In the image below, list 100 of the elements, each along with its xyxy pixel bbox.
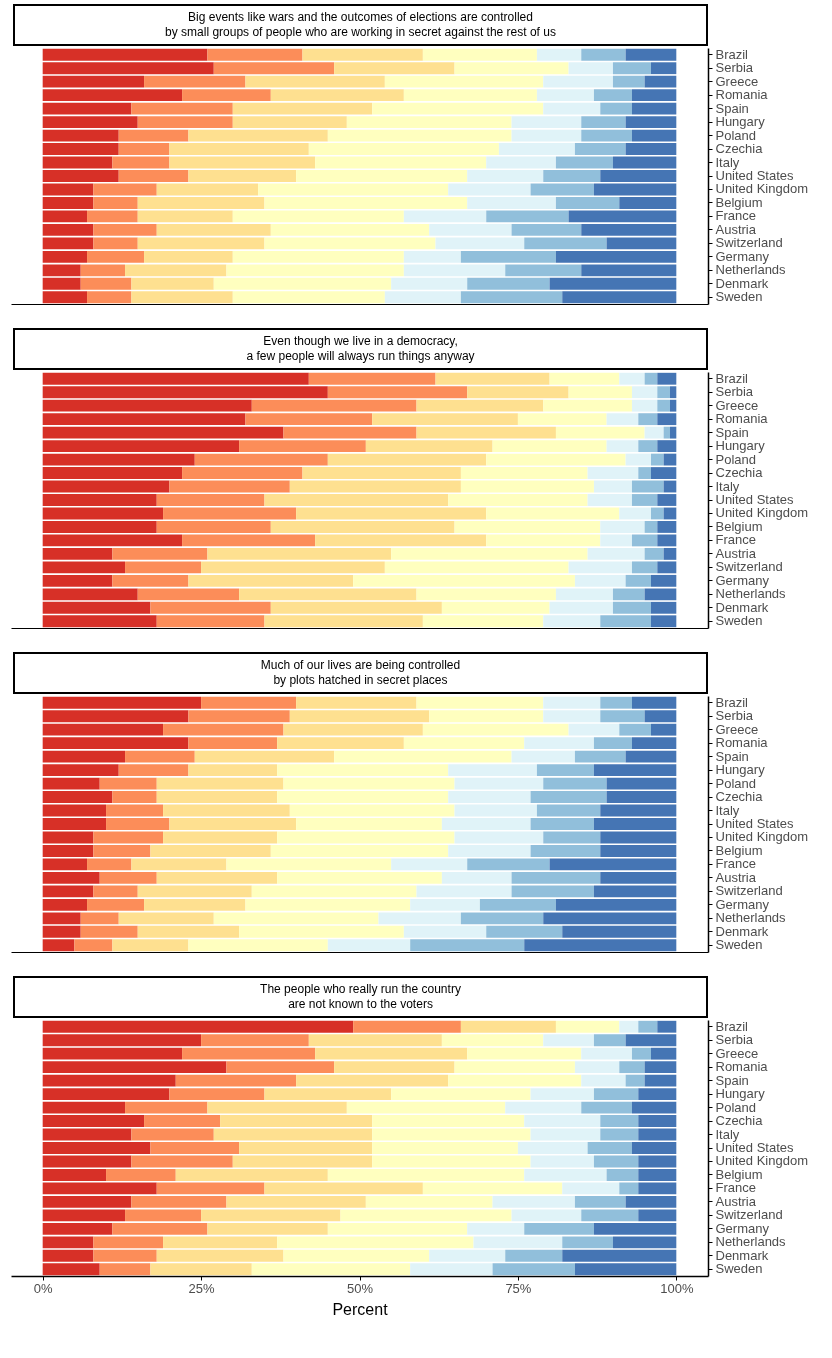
y-tick-label: Austria [715, 545, 757, 561]
bar [156, 494, 265, 506]
bar [42, 480, 170, 493]
bar [169, 480, 290, 493]
bar [42, 1142, 151, 1154]
bar [619, 507, 651, 520]
bar [112, 156, 170, 169]
y-tick-label: Switzerland [715, 1207, 783, 1223]
y-tick-label: Germany [715, 572, 770, 588]
chart-title: Big events like wars and the outcomes of elections are controlled by small groups of people who are working in secret against the rest of us [13, 4, 708, 46]
y-tick-label: Czechia [715, 789, 764, 805]
bar [650, 453, 664, 466]
y-tick-label: Italy [715, 1126, 740, 1142]
y-tick-label: Netherlands [715, 586, 787, 602]
bar [42, 170, 119, 182]
bar [593, 183, 677, 196]
bar [638, 1128, 677, 1141]
bar [448, 494, 588, 506]
bar [239, 1142, 373, 1154]
x-tick-label: 100% [660, 1280, 694, 1296]
bar [163, 831, 278, 844]
y-tick-label: Sweden [715, 613, 763, 629]
y-tick-label: United States [715, 168, 795, 183]
y-tick-label: Italy [715, 478, 740, 494]
bar [638, 1155, 677, 1168]
bar [441, 1034, 544, 1047]
bar [517, 1142, 588, 1154]
y-tick-label: Romania [715, 735, 769, 751]
bar [42, 507, 164, 520]
y-tick-label: Brazil [715, 46, 749, 62]
y-tick-label: Greece [715, 73, 759, 89]
bar [42, 818, 107, 830]
bar [163, 804, 290, 817]
bar [638, 440, 658, 453]
bar [42, 1155, 132, 1168]
bar [308, 1034, 442, 1047]
bar [315, 156, 487, 169]
bar [296, 170, 468, 182]
bar [619, 1020, 639, 1033]
chart-title: The people who really run the country are not known to the voters [13, 976, 708, 1018]
bar [372, 1155, 531, 1168]
bar [631, 494, 658, 506]
bar [213, 1128, 373, 1141]
bar [42, 804, 107, 817]
bar [201, 1034, 309, 1047]
bar [93, 183, 157, 196]
bar [600, 1128, 639, 1141]
bar [612, 156, 677, 169]
bar [543, 170, 601, 182]
bar [131, 1128, 214, 1141]
bar [372, 1142, 518, 1154]
y-tick-label: United States [715, 1140, 795, 1155]
bar [631, 480, 664, 493]
y-tick-label: Denmark [715, 1247, 769, 1263]
bar [232, 1155, 373, 1168]
bar [169, 156, 316, 169]
bar [650, 507, 664, 520]
y-tick-label: United Kingdom [715, 829, 808, 845]
bar [530, 818, 594, 830]
y-tick-label: Brazil [715, 694, 749, 710]
y-tick-label: United Kingdom [715, 1153, 808, 1169]
y-tick-label: Belgium [715, 194, 763, 210]
bar [600, 170, 677, 182]
bar [93, 831, 164, 844]
y-tick-label: Switzerland [715, 559, 783, 575]
bar [555, 156, 613, 169]
y-tick-label: Greece [715, 397, 759, 413]
y-tick-label: Denmark [715, 599, 769, 615]
bar [543, 831, 601, 844]
x-tick-label: 25% [188, 1280, 216, 1296]
bar [188, 170, 297, 182]
bar [593, 1155, 639, 1168]
y-tick-label: Germany [715, 248, 770, 264]
y-tick-label: Germany [715, 1220, 770, 1236]
x-axis-title: Percent [332, 1300, 389, 1318]
y-tick-label: Netherlands [715, 910, 787, 926]
y-tick-label: Spain [715, 748, 749, 764]
bar [543, 1034, 594, 1047]
y-tick-label: Greece [715, 721, 759, 737]
y-tick-label: Belgium [715, 842, 763, 858]
y-tick-label: United Kingdom [715, 181, 808, 197]
bar [555, 1020, 620, 1033]
bar [644, 426, 664, 439]
bar [296, 507, 487, 520]
x-tick-label: 75% [505, 1280, 532, 1296]
y-tick-label: Netherlands [715, 1234, 787, 1250]
bar [264, 494, 449, 506]
bar [118, 170, 189, 182]
bar [631, 1142, 677, 1154]
bar [42, 156, 113, 169]
y-tick-label: Romania [715, 1059, 769, 1075]
y-tick-label: Sweden [715, 937, 763, 953]
x-tick-label: 50% [346, 1280, 374, 1296]
bar [372, 1128, 531, 1141]
y-tick-label: Italy [715, 154, 740, 170]
bar [530, 1128, 601, 1141]
y-tick-label: Belgium [715, 1166, 763, 1182]
bar [42, 494, 157, 506]
y-tick-label: Czechia [715, 1113, 764, 1129]
x-tick-label: 0% [33, 1280, 54, 1296]
